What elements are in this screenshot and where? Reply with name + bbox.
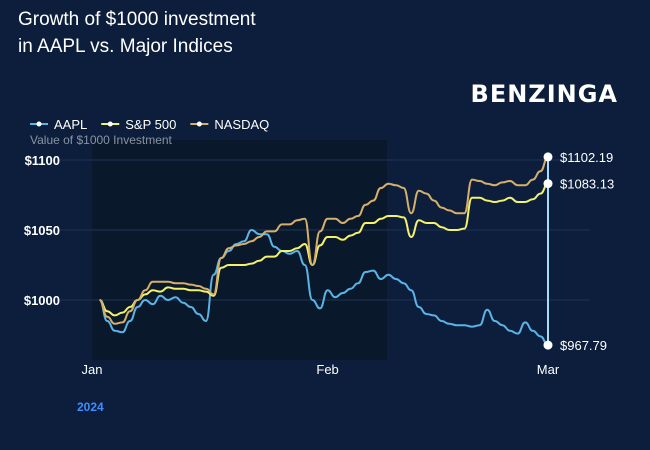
series-line-s-p-500 — [99, 182, 549, 317]
end-marker-nasdaq[interactable] — [543, 152, 553, 162]
legend-marker-nasdaq — [196, 121, 202, 127]
y-tick-label: $1100 — [25, 153, 60, 168]
year-label: 2024 — [77, 400, 104, 414]
legend-label-nasdaq[interactable]: NASDAQ — [214, 117, 269, 132]
legend-label-aapl[interactable]: AAPL — [54, 117, 87, 132]
end-value-label-aapl: $967.79 — [560, 338, 607, 353]
end-marker-aapl[interactable] — [543, 340, 553, 350]
y-tick-label: $1050 — [24, 223, 60, 238]
legend-marker-s-p-500 — [107, 121, 113, 127]
end-marker-s-p-500[interactable] — [543, 179, 553, 189]
chart-title: Growth of $1000 investment in AAPL vs. M… — [18, 6, 256, 60]
chart-title-line-1: Growth of $1000 investment — [18, 9, 256, 30]
legend-marker-aapl — [36, 121, 42, 127]
y-tick-label: $1000 — [24, 293, 60, 308]
x-tick-label-feb: Feb — [316, 362, 338, 377]
series-line-aapl — [99, 229, 549, 347]
chart-title-line-2: in AAPL vs. Major Indices — [18, 36, 233, 57]
shaded-region — [92, 140, 387, 360]
series-line-nasdaq — [99, 155, 549, 325]
y-axis-label: Value of $1000 Investment — [30, 133, 173, 147]
x-tick-label-mar: Mar — [537, 362, 560, 377]
legend-label-s-p-500[interactable]: S&P 500 — [125, 117, 176, 132]
end-value-label-nasdaq: $1102.19 — [560, 150, 613, 165]
x-tick-label-jan: Jan — [82, 362, 103, 377]
benzinga-logo: BENZINGA — [470, 80, 618, 108]
end-value-label-s-p-500: $1083.13 — [560, 177, 614, 192]
